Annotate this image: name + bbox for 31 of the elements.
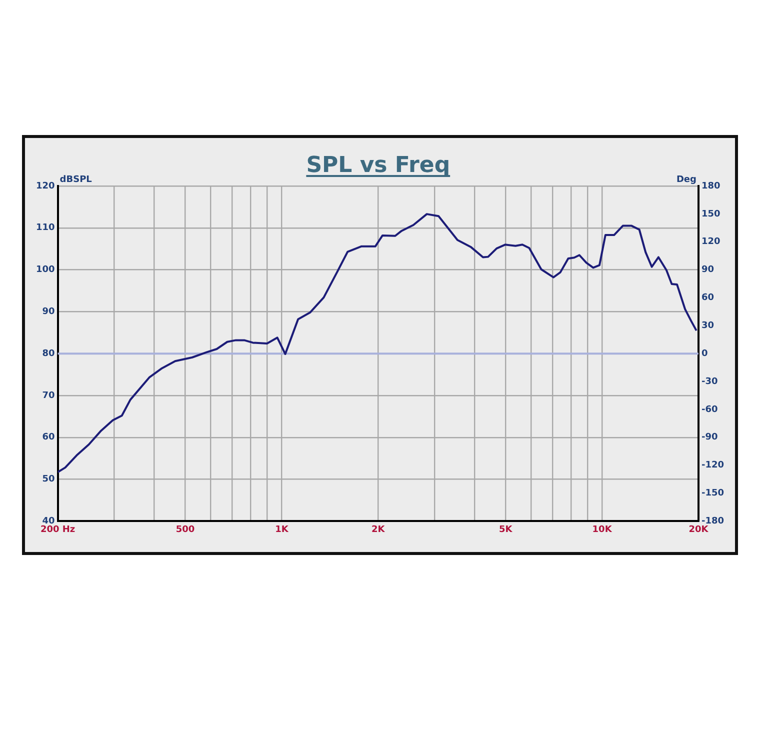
- y2-tick-label: 120: [701, 237, 720, 248]
- y2-tick-label: -120: [701, 460, 724, 471]
- y-tick-label: 120: [36, 181, 55, 192]
- y-tick-label: 90: [42, 307, 55, 318]
- y-tick-label: 70: [42, 390, 55, 401]
- x-tick-label: 20K: [688, 524, 710, 535]
- chart-title: SPL vs Freq: [306, 153, 450, 178]
- y2-tick-label: -90: [701, 432, 718, 443]
- y2-tick-label: 150: [701, 209, 720, 220]
- x-tick-label: 200 Hz: [40, 524, 76, 535]
- x-tick-label: 2K: [372, 524, 386, 535]
- y-axis-title: dBSPL: [60, 174, 92, 185]
- y2-tick-label: -60: [701, 404, 718, 415]
- y2-tick-label: -180: [701, 516, 724, 527]
- y2-tick-label: 60: [701, 293, 714, 304]
- y2-tick-label: 90: [701, 265, 714, 276]
- y-tick-label: 110: [36, 223, 55, 234]
- y2-tick-label: 30: [701, 321, 714, 332]
- y2-tick-label: -150: [701, 488, 724, 499]
- y-tick-label: 100: [36, 265, 55, 276]
- x-tick-label: 500: [176, 524, 195, 535]
- x-tick-label: 5K: [498, 524, 514, 535]
- y2-tick-label: -30: [701, 376, 718, 387]
- y2-axis-title: Deg: [676, 174, 696, 185]
- y-tick-label: 50: [42, 474, 55, 485]
- y-tick-label: 80: [42, 348, 55, 359]
- x-tick-label: 1K: [275, 524, 290, 535]
- x-tick-label: 10K: [592, 524, 613, 535]
- y-tick-label: 60: [42, 432, 55, 443]
- y2-tick-label: 0: [701, 348, 708, 359]
- y2-tick-label: 180: [701, 181, 720, 192]
